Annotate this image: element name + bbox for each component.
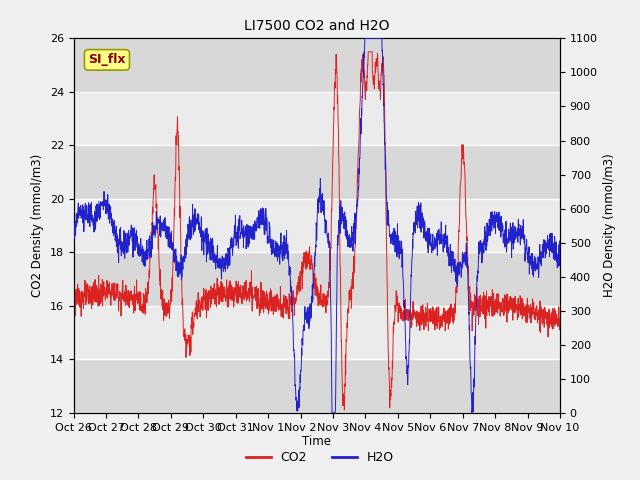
Title: LI7500 CO2 and H2O: LI7500 CO2 and H2O — [244, 19, 390, 33]
Y-axis label: CO2 Density (mmol/m3): CO2 Density (mmol/m3) — [31, 154, 44, 297]
X-axis label: Time: Time — [302, 435, 332, 448]
Bar — [74, 360, 560, 413]
Y-axis label: H2O Density (mmol/m3): H2O Density (mmol/m3) — [604, 154, 616, 298]
Bar — [74, 145, 560, 199]
Text: SI_flx: SI_flx — [88, 53, 125, 66]
Bar — [74, 306, 560, 360]
Bar — [74, 252, 560, 306]
Bar — [74, 199, 560, 252]
Bar — [74, 38, 560, 92]
Legend: CO2, H2O: CO2, H2O — [241, 446, 399, 469]
Bar — [74, 92, 560, 145]
